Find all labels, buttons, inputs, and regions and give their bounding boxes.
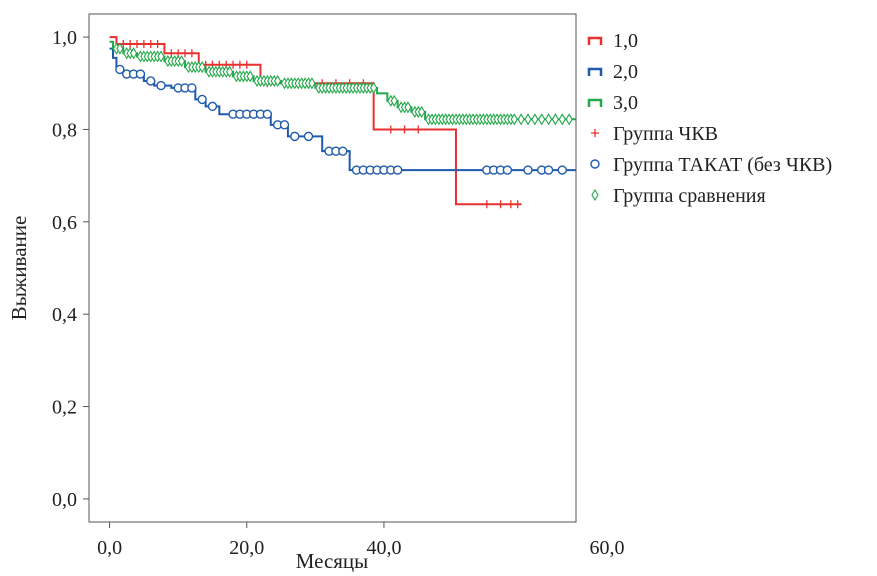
censor-marker-plus xyxy=(513,200,522,209)
censor-marker-diamond xyxy=(565,113,573,126)
censor-marker-circle xyxy=(115,64,125,75)
censor-marker-diamond xyxy=(418,105,426,118)
x-tick-label: 40,0 xyxy=(366,537,401,559)
censor-marker-diamond xyxy=(177,55,186,68)
censor-marker-diamond xyxy=(129,47,138,60)
censor-marker-diamond xyxy=(517,113,525,126)
censor-marker-plus xyxy=(496,200,505,209)
legend-label: 2,0 xyxy=(613,61,638,83)
censor-marker-plus xyxy=(181,49,190,58)
censor-marker-diamond xyxy=(510,113,518,126)
legend-label: Группа ТАКАТ (без ЧКВ) xyxy=(613,154,832,176)
censor-marker-diamond xyxy=(558,113,566,126)
censor-marker-plus xyxy=(506,200,515,209)
censor-marker-plus xyxy=(133,40,142,49)
censor-marker-diamond xyxy=(157,50,165,63)
censor-marker-circle xyxy=(146,76,156,86)
censor-marker-circle xyxy=(502,165,513,175)
censor-marker-diamond xyxy=(246,70,254,83)
censor-marker-circle xyxy=(187,83,197,93)
legend: 1,0 2,0 3,0 Группа ЧКВ Группа ТАКАТ (без ЧКВ… xyxy=(587,30,832,207)
censor-marker-plus xyxy=(482,200,491,209)
censor-marker-plus xyxy=(414,125,423,134)
censor-marker-plus xyxy=(400,125,409,134)
censor-marker-circle xyxy=(197,94,207,105)
y-tick-label: 0,4 xyxy=(52,304,77,326)
censor-marker-diamond xyxy=(116,42,124,55)
censor-marker-plus xyxy=(386,125,395,134)
censor-marker-plus xyxy=(139,40,148,49)
censor-marker-diamond xyxy=(538,113,546,126)
x-axis-label: Месяцы xyxy=(296,549,369,573)
censor-marker-diamond xyxy=(225,65,234,78)
censor-marker-plus xyxy=(153,40,162,49)
censor-marker-circle xyxy=(303,131,314,142)
censor-marker-circle xyxy=(557,165,567,175)
legend-step-swatch xyxy=(587,67,603,76)
legend-step-swatch xyxy=(587,98,603,107)
censor-marker-diamond xyxy=(544,113,553,126)
censor-marker-circle xyxy=(290,131,300,142)
y-axis-label: Выживание xyxy=(7,216,31,321)
censor-markers xyxy=(112,40,573,209)
y-tick-label: 0,2 xyxy=(52,397,77,419)
series-line-3 xyxy=(109,40,576,121)
censor-marker-circle xyxy=(279,120,290,130)
censor-marker-circle xyxy=(135,69,146,79)
legend-marker-plus xyxy=(591,129,599,137)
censor-marker-circle xyxy=(262,109,273,119)
censor-marker-diamond xyxy=(404,101,412,114)
x-tick-label: 20,0 xyxy=(229,537,264,559)
y-tick-label: 1,0 xyxy=(52,27,77,49)
censor-marker-diamond xyxy=(273,74,282,88)
censor-marker-diamond xyxy=(531,113,539,126)
legend-label: 3,0 xyxy=(613,92,638,114)
legend-marker-circle xyxy=(590,159,600,169)
censor-marker-plus xyxy=(146,40,155,49)
censor-marker-circle xyxy=(207,101,218,112)
censor-marker-diamond xyxy=(390,94,398,107)
legend-label: 1,0 xyxy=(613,30,638,52)
censor-marker-diamond xyxy=(370,81,378,94)
y-axis: 0,0 0,2 0,4 0,6 0,8 1,0 xyxy=(52,27,89,511)
censor-marker-plus xyxy=(235,60,244,69)
x-tick-label: 60,0 xyxy=(590,537,625,559)
y-tick-label: 0,8 xyxy=(52,119,77,141)
y-tick-label: 0,6 xyxy=(52,212,77,234)
censor-marker-circle xyxy=(156,80,166,91)
censor-marker-circle xyxy=(523,165,533,175)
legend-label: Группа ЧКВ xyxy=(613,123,718,145)
censor-marker-plus xyxy=(126,40,135,49)
censor-marker-circle xyxy=(338,146,348,156)
censor-marker-plus xyxy=(187,49,196,58)
censor-marker-diamond xyxy=(524,113,532,126)
censor-marker-diamond xyxy=(308,77,316,90)
legend-step-swatch xyxy=(587,36,603,45)
legend-marker-diamond xyxy=(591,188,599,202)
censor-marker-diamond xyxy=(551,113,560,126)
x-tick-label: 0,0 xyxy=(97,537,122,559)
censor-marker-plus xyxy=(229,60,238,69)
plot-area-frame xyxy=(88,13,577,523)
x-axis: 0,0 20,0 40,0 60,0 xyxy=(97,522,625,559)
legend-label: Группа сравнения xyxy=(613,185,766,207)
censor-marker-diamond xyxy=(198,61,206,74)
censor-marker-circle xyxy=(392,165,403,175)
censor-marker-circle xyxy=(543,165,554,175)
y-tick-label: 0,0 xyxy=(52,489,77,511)
censor-marker-plus xyxy=(242,60,251,69)
